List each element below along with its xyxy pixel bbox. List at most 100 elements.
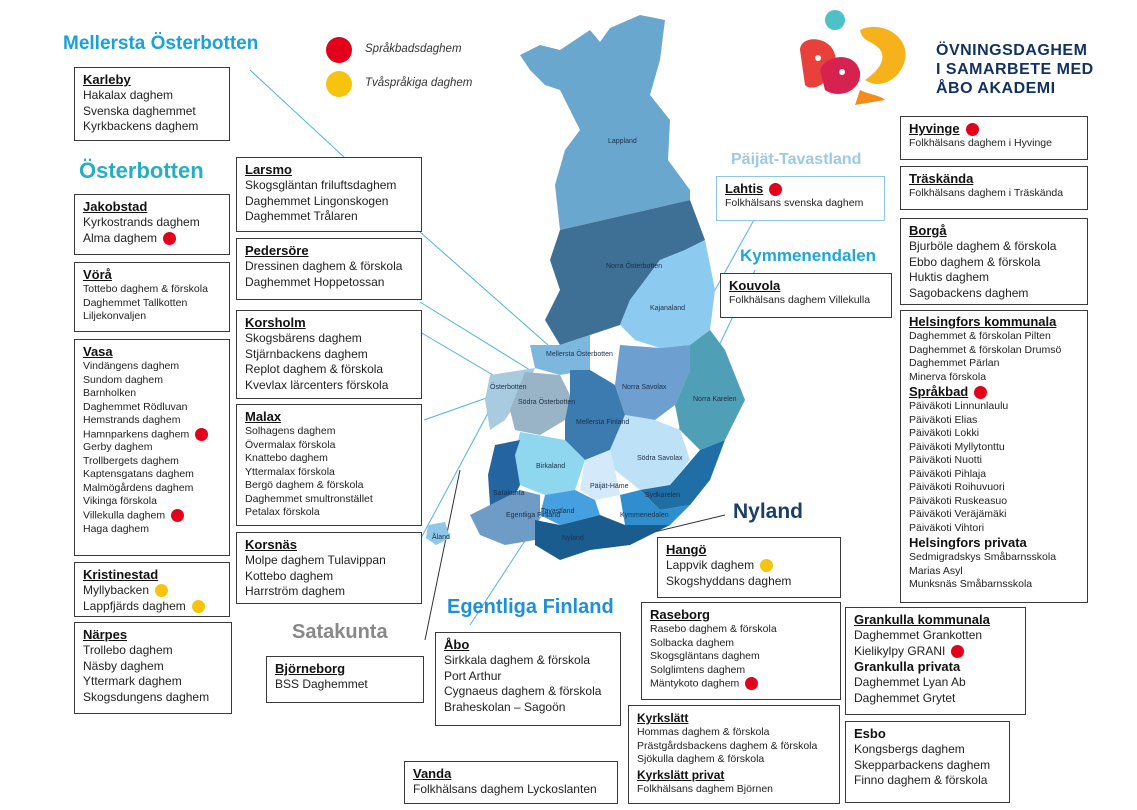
- map-label-nyland: Nyland: [562, 535, 584, 542]
- title-kristinestad: Kristinestad: [83, 567, 159, 582]
- list-item: Hommas daghem & förskola: [637, 726, 770, 738]
- list-item: Minerva förskola: [909, 370, 987, 383]
- box-traskanda: Träskända Folkhälsans daghem i Träskända: [900, 166, 1088, 210]
- list-item: Sagobackens daghem: [909, 285, 1029, 300]
- list-item: Päiväkoti Lokki: [909, 427, 980, 439]
- box-raseborg: Raseborg Rasebo daghem & förskola Solbac…: [641, 602, 841, 700]
- list-item: Yttermalax förskola: [245, 465, 335, 478]
- list-item: Folkhälsans daghem Björnen: [637, 782, 773, 795]
- red-dot-icon: [769, 183, 783, 197]
- red-dot-icon: [951, 644, 965, 658]
- title-grankulla-privata: Grankulla privata: [854, 659, 961, 674]
- title-vora: Vörå: [83, 267, 112, 282]
- yellow-dot-icon: [155, 584, 169, 598]
- red-dot-icon: [163, 231, 177, 245]
- list-item: Kyrkbackens daghem: [83, 119, 199, 133]
- list-item: Villekulla daghem: [83, 508, 221, 523]
- list-item: Folkhälsans daghem i Träskända: [909, 187, 1064, 199]
- region-norra-karelen: [675, 330, 745, 450]
- region-heading-egentliga-finland: Egentliga Finland: [447, 596, 614, 618]
- list-item: Mäntykoto daghem: [650, 677, 832, 691]
- list-item: Daghemmet Lingonskogen: [245, 193, 389, 208]
- region-tavastland: [540, 490, 600, 525]
- region-heading-kymmenendalen: Kymmenendalen: [740, 246, 877, 265]
- list-item: Folkhälsans daghem i Hyvinge: [909, 137, 1052, 149]
- list-item: Kottebo daghem: [245, 568, 334, 583]
- list-item: Daghemmet Pärlan: [909, 357, 1000, 369]
- list-item: Port Arthur: [444, 668, 502, 683]
- list-item: Näsby daghem: [83, 658, 164, 673]
- map-label-kymmenedalen: Kymmenedalen: [620, 512, 669, 519]
- red-dot-icon: [195, 427, 209, 441]
- list-item: Päiväkoti Elias: [909, 413, 978, 426]
- box-bjorneborg: Björneborg BSS Daghemmet: [266, 656, 424, 703]
- box-kyrkslatt: Kyrkslätt Hommas daghem & förskola Präst…: [628, 705, 840, 804]
- list-item: Daghemmet Rödluvan: [83, 400, 188, 413]
- map-label-tavastland: Tavastland: [541, 508, 575, 515]
- title-jakobstad: Jakobstad: [83, 199, 148, 214]
- map-label-satakunta: Satakunta: [493, 490, 525, 497]
- title-helsingfors-kommunala: Helsingfors kommunala: [909, 314, 1057, 329]
- list-item: Alma daghem: [83, 231, 221, 247]
- box-narpes: Närpes Trollebo daghem Näsby daghem Ytte…: [74, 622, 232, 714]
- legend-red-label: Språkbadsdaghem: [365, 43, 462, 55]
- list-item: Daghemmet Grankotten: [854, 628, 983, 642]
- list-item: Päiväkoti Pihlaja: [909, 467, 987, 480]
- list-item: Hakalax daghem: [83, 88, 174, 102]
- box-helsingfors: Helsingfors kommunala Daghemmet & försko…: [900, 310, 1088, 603]
- title-raseborg: Raseborg: [650, 607, 710, 622]
- region-heading-mellersta-osterbotten: Mellersta Österbotten: [63, 33, 259, 54]
- list-item: Skogshyddans daghem: [666, 573, 792, 588]
- list-item: Päiväkoti Vihtori: [909, 521, 985, 534]
- list-item: Petalax förskola: [245, 506, 320, 518]
- list-item: Tottebo daghem & förskola: [83, 283, 208, 295]
- box-borga: Borgå Bjurböle daghem & förskola Ebbo da…: [900, 218, 1088, 305]
- box-vasa: Vasa Vindängens daghem Sundom daghem Bar…: [74, 339, 230, 556]
- box-hango: Hangö Lappvik daghem Skogshyddans daghem: [657, 537, 841, 598]
- box-lahtis: Lahtis Folkhälsans svenska daghem: [716, 176, 885, 221]
- title-vasa: Vasa: [83, 344, 113, 359]
- list-item: Marias Asyl: [909, 564, 963, 577]
- list-item: Huktis daghem: [909, 270, 990, 284]
- list-item: Daghemmet & förskolan Drumsö: [909, 343, 1062, 356]
- list-item: Knattebo daghem: [245, 452, 328, 464]
- title-abo: Åbo: [444, 637, 470, 652]
- box-malax: Malax Solhagens daghem Övermalax förskol…: [236, 404, 422, 526]
- box-abo: Åbo Sirkkala daghem & förskola Port Arth…: [435, 632, 621, 726]
- box-kristinestad: Kristinestad Myllybacken Lappfjärds dagh…: [74, 562, 230, 617]
- box-karleby: Karleby Hakalax daghem Svenska daghemmet…: [74, 67, 230, 141]
- list-item: Vindängens daghem: [83, 360, 180, 372]
- region-paijat-hame: [580, 450, 620, 500]
- akademi-logo-icon: [800, 10, 906, 105]
- box-hyvinge: Hyvinge Folkhälsans daghem i Hyvinge: [900, 116, 1088, 160]
- region-mellersta-finland: [565, 370, 625, 460]
- region-norra-osterbotten: [545, 200, 705, 345]
- list-item: Replot daghem & förskola: [245, 362, 384, 376]
- list-item: Daghemmet & förskolan Pilten: [909, 330, 1051, 342]
- title-korsnas: Korsnäs: [245, 537, 298, 552]
- title-korsholm: Korsholm: [245, 315, 306, 330]
- list-item: Cygnaeus daghem & förskola: [444, 684, 602, 698]
- title-narpes: Närpes: [83, 627, 128, 642]
- list-item: Stjärnbackens daghem: [245, 346, 368, 361]
- region-kajanaland: [620, 240, 715, 348]
- list-item: Skogsbärens daghem: [245, 331, 362, 345]
- region-nyland: [535, 515, 670, 560]
- list-item: Liljekonvaljen: [83, 310, 147, 322]
- red-dot-icon: [745, 677, 759, 690]
- list-item: Övermalax förskola: [245, 438, 336, 451]
- list-item: Haga daghem: [83, 522, 149, 535]
- map-label-mellersta-finland: Mellersta Finland: [576, 419, 630, 426]
- title-pedersore: Pedersöre: [245, 243, 309, 258]
- list-item: Hemstrands daghem: [83, 414, 181, 426]
- list-item: Trollbergets daghem: [83, 454, 179, 467]
- title-karleby: Karleby: [83, 72, 131, 87]
- box-korsnas: Korsnäs Molpe daghem Tulavippan Kottebo …: [236, 532, 422, 604]
- region-heading-osterbotten: Österbotten: [79, 158, 204, 183]
- list-item: Daghemmet Trålaren: [245, 209, 358, 223]
- yellow-dot-icon: [191, 599, 205, 613]
- box-larsmo: Larsmo Skogsgläntan friluftsdaghem Daghe…: [236, 157, 422, 232]
- box-esbo: Esbo Kongsbergs daghem Skepparbackens da…: [845, 721, 1010, 803]
- list-item: Bergö daghem & förskola: [245, 479, 364, 491]
- map-label-birkaland: Birkaland: [536, 463, 566, 470]
